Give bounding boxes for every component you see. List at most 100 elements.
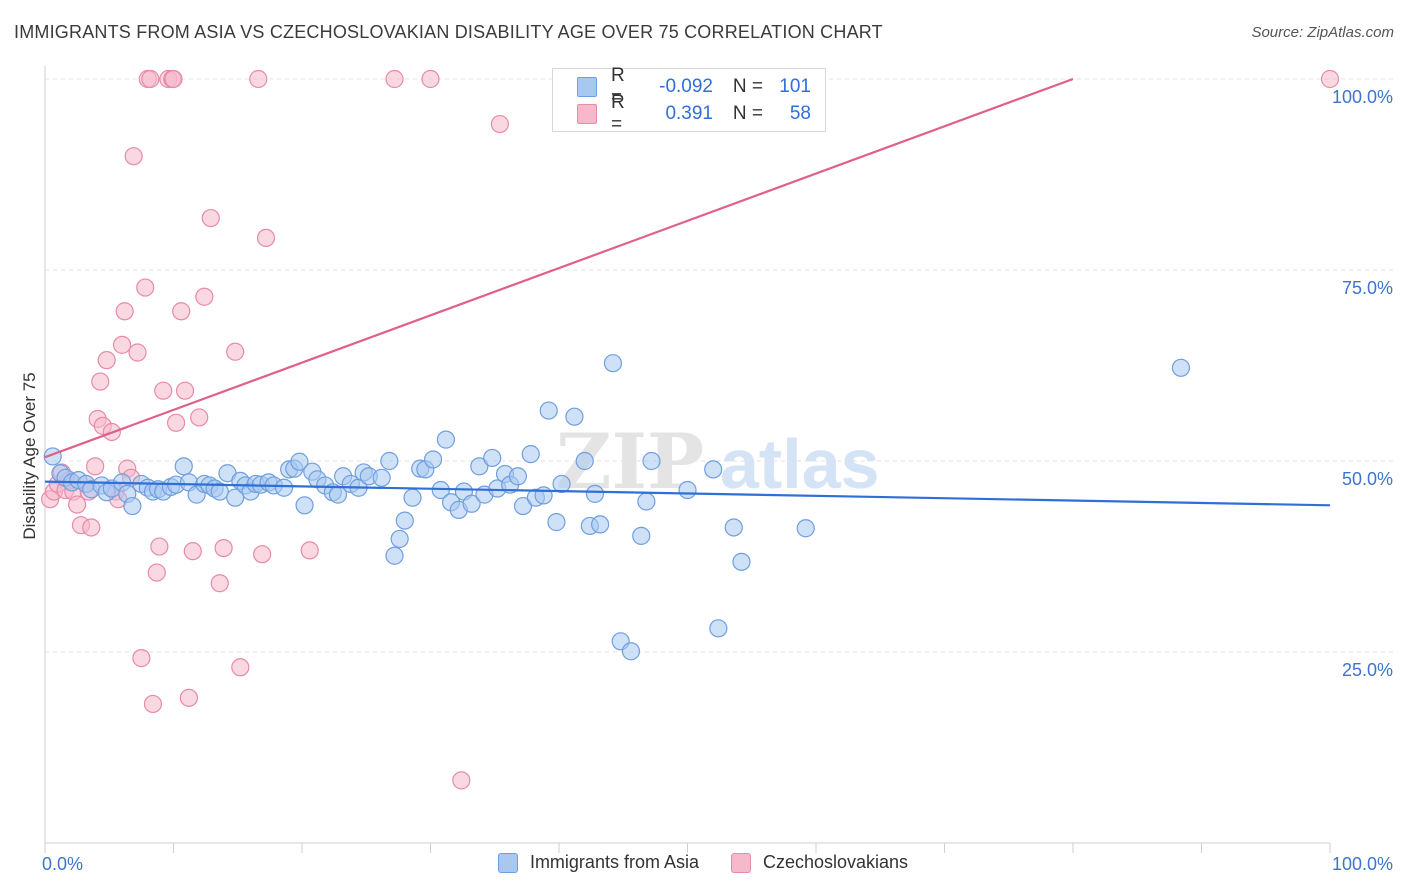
point-immigrants-asia (295, 496, 314, 515)
series-swatch-asia (497, 852, 518, 873)
point-immigrants-asia (632, 526, 651, 545)
point-immigrants-asia (226, 488, 245, 507)
y-tick-label: 50.0% (1342, 469, 1393, 489)
series-legend: Immigrants from Asia Czechoslovakians (0, 852, 1406, 873)
point-czechoslovakians (421, 69, 440, 89)
point-immigrants-asia (678, 480, 697, 500)
legend-swatch-asia (577, 77, 597, 97)
point-czechoslovakians (82, 518, 101, 537)
point-czechoslovakians (249, 69, 268, 89)
series-swatch-czech (730, 852, 751, 873)
series-legend-czech[interactable]: Czechoslovakians (730, 852, 909, 873)
immigrants-asia-points (43, 354, 1191, 661)
legend-swatch-czech (577, 104, 597, 124)
point-immigrants-asia (123, 496, 142, 516)
point-czechoslovakians (112, 335, 132, 354)
point-czechoslovakians (97, 351, 116, 370)
legend-r-label: R = (611, 92, 625, 135)
legend-r-value: -0.092 (659, 76, 713, 97)
point-czechoslovakians (124, 147, 143, 166)
point-immigrants-asia (470, 457, 489, 476)
point-czechoslovakians (179, 688, 199, 707)
point-immigrants-asia (403, 488, 422, 507)
point-immigrants-asia (521, 445, 540, 464)
point-immigrants-asia (290, 452, 309, 471)
point-immigrants-asia (585, 484, 605, 503)
series-label-czech: Czechoslovakians (762, 852, 909, 872)
point-czechoslovakians (190, 408, 209, 427)
source-label: Source: ZipAtlas.com (1251, 24, 1394, 41)
point-czechoslovakians (154, 381, 173, 400)
point-immigrants-asia (174, 457, 193, 476)
point-czechoslovakians (68, 495, 87, 514)
point-czechoslovakians (166, 413, 186, 432)
x-tick-label: 0.0% (42, 854, 83, 874)
point-czechoslovakians (210, 574, 229, 593)
point-immigrants-asia (565, 407, 584, 426)
series-label-asia: Immigrants from Asia (529, 852, 699, 872)
legend-r-value: 0.391 (665, 103, 713, 124)
point-immigrants-asia (603, 354, 623, 373)
point-immigrants-asia (704, 460, 723, 479)
point-immigrants-asia (539, 401, 558, 420)
point-czechoslovakians (164, 69, 183, 89)
point-czechoslovakians (300, 541, 319, 560)
point-czechoslovakians (253, 545, 272, 564)
grid-lines (45, 78, 1395, 653)
point-czechoslovakians (183, 542, 202, 561)
point-immigrants-asia (462, 494, 481, 513)
point-czechoslovakians (201, 208, 220, 228)
point-czechoslovakians (385, 69, 404, 89)
point-czechoslovakians (141, 69, 160, 89)
correlation-legend: R = -0.092 N = 101 R = 0.391 N = 58 (552, 65, 826, 135)
point-czechoslovakians (1320, 69, 1340, 89)
point-immigrants-asia (552, 474, 571, 494)
point-immigrants-asia (390, 529, 409, 549)
point-immigrants-asia (508, 467, 527, 486)
legend-row-asia: R = -0.092 N = 101 (577, 65, 811, 108)
point-immigrants-asia (621, 642, 641, 661)
point-czechoslovakians (172, 302, 191, 321)
point-czechoslovakians (91, 372, 110, 391)
legend-n-value: 101 (779, 76, 811, 97)
y-tick-label: 100.0% (1332, 87, 1393, 107)
trend-line-immigrants-asia (44, 480, 1331, 507)
point-czechoslovakians (150, 537, 169, 556)
y-tick-label: 75.0% (1342, 278, 1393, 298)
point-immigrants-asia (395, 511, 414, 530)
point-czechoslovakians (256, 228, 276, 248)
series-legend-asia[interactable]: Immigrants from Asia (497, 852, 699, 873)
point-immigrants-asia (436, 430, 456, 449)
point-immigrants-asia (796, 519, 815, 538)
y-axis-label: Disability Age Over 75 (20, 372, 39, 539)
point-czechoslovakians (132, 649, 151, 668)
point-czechoslovakians (452, 771, 471, 790)
point-czechoslovakians (143, 694, 163, 714)
legend-r-label: R = (611, 65, 625, 108)
legend-row-czech: R = 0.391 N = 58 (577, 92, 811, 135)
point-immigrants-asia (547, 513, 566, 532)
legend-n-label: N = (732, 76, 763, 97)
point-immigrants-asia (380, 451, 399, 471)
point-immigrants-asia (274, 478, 294, 497)
point-immigrants-asia (385, 546, 404, 565)
point-immigrants-asia (1171, 358, 1191, 377)
trend-lines (44, 77, 1331, 507)
legend-n-value: 58 (789, 103, 811, 124)
watermark-atlas: atlas (720, 425, 880, 503)
point-czechoslovakians (115, 302, 134, 321)
point-immigrants-asia (210, 482, 229, 501)
czechoslovakians-points (41, 69, 1340, 790)
point-czechoslovakians (195, 287, 214, 306)
chart-title: IMMIGRANTS FROM ASIA VS CZECHOSLOVAKIAN … (14, 22, 883, 42)
point-immigrants-asia (534, 486, 553, 505)
point-czechoslovakians (226, 342, 245, 361)
legend-n-label: N = (732, 103, 763, 124)
point-czechoslovakians (214, 538, 233, 558)
y-tick-label: 25.0% (1342, 660, 1393, 680)
tick-labels: 25.0% 50.0% 75.0% 100.0% 0.0% 100.0% (42, 87, 1393, 874)
point-czechoslovakians (231, 658, 250, 677)
point-immigrants-asia (591, 515, 610, 534)
point-immigrants-asia (732, 552, 751, 571)
point-czechoslovakians (136, 278, 155, 297)
